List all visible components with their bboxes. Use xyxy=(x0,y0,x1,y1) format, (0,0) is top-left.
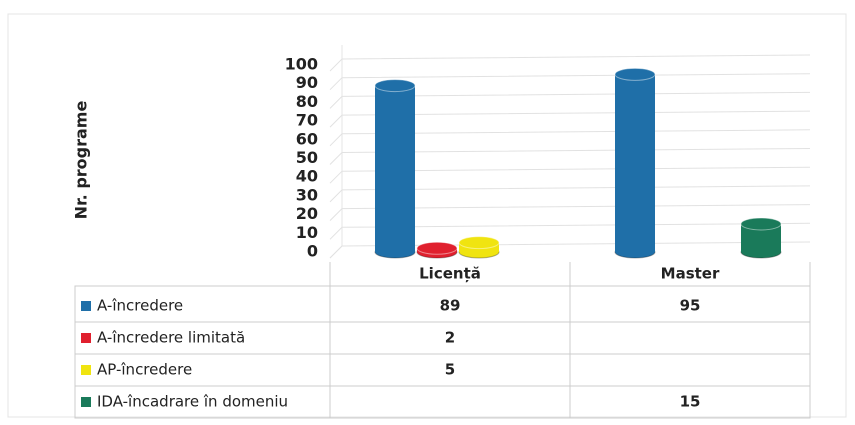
legend-label: A-încredere limitată xyxy=(97,329,245,347)
y-tick-label: 10 xyxy=(296,223,318,242)
y-tick-label: 40 xyxy=(296,167,318,186)
bar-cap xyxy=(614,67,656,81)
legend-key xyxy=(81,397,91,407)
y-tick-label: 20 xyxy=(296,204,318,223)
bar xyxy=(615,74,655,252)
table-value: 95 xyxy=(680,297,701,315)
chart-frame xyxy=(7,13,847,418)
bar-cap xyxy=(740,217,782,231)
y-axis-title: Nr. programe xyxy=(72,101,91,220)
bar xyxy=(375,85,415,252)
x-tick-label: Master xyxy=(661,265,720,283)
y-tick-label: 30 xyxy=(296,185,318,204)
bar-cap xyxy=(374,79,416,93)
table-value: 89 xyxy=(440,297,461,315)
wall-side xyxy=(329,45,343,259)
y-tick-label: 70 xyxy=(296,111,318,130)
legend-label: AP-încredere xyxy=(97,361,192,379)
y-tick-label: 80 xyxy=(296,92,318,111)
table-value: 2 xyxy=(445,329,455,347)
y-tick-label: 60 xyxy=(296,129,318,148)
legend-key xyxy=(81,301,91,311)
legend-key xyxy=(81,365,91,375)
legend-label: IDA-încadrare în domeniu xyxy=(97,393,288,411)
table-value: 15 xyxy=(680,393,701,411)
bar-cap xyxy=(416,241,458,255)
legend-label: A-încredere xyxy=(97,297,183,315)
legend-key xyxy=(81,333,91,343)
y-tick-label: 0 xyxy=(307,242,318,261)
x-tick-label: Licență xyxy=(419,265,481,283)
table-value: 5 xyxy=(445,361,455,379)
grid-line xyxy=(329,54,811,72)
bar-cap xyxy=(458,236,500,250)
y-tick-label: 100 xyxy=(285,55,318,74)
y-tick-label: 90 xyxy=(296,73,318,92)
y-tick-label: 50 xyxy=(296,148,318,167)
